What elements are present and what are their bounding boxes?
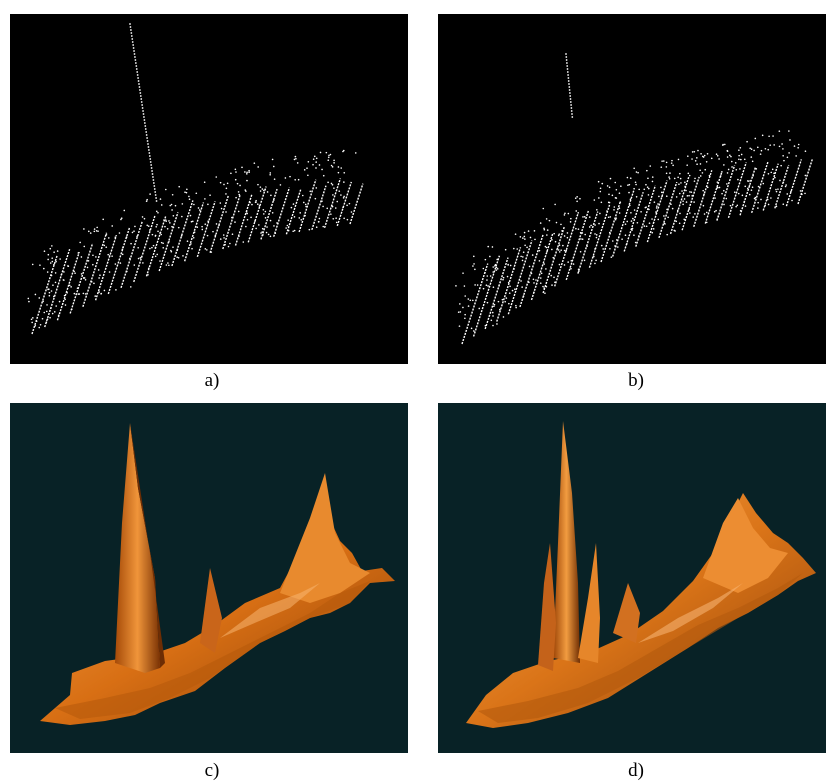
point-cloud-panel-a — [10, 14, 408, 364]
caption-a: a) — [204, 370, 220, 391]
caption-d: d) — [628, 760, 644, 781]
surface-minor-peak — [613, 583, 640, 643]
surface-mesh-panel-d — [438, 403, 826, 753]
point-cloud-panel-b — [438, 14, 826, 364]
surface-highlight — [638, 583, 743, 643]
caption-c: c) — [204, 760, 220, 781]
scan-lines — [455, 53, 814, 345]
surface-shading — [55, 581, 370, 719]
surface-highlight — [220, 583, 320, 638]
surface-spike — [553, 421, 580, 663]
surface-right-ridge — [703, 498, 788, 593]
surface-spike-tertiary — [578, 543, 600, 663]
point-cloud-image-b — [455, 53, 814, 345]
surface-mesh-image-c — [40, 423, 395, 725]
surface-shading — [478, 573, 803, 723]
point-cloud-image-a — [27, 23, 364, 335]
surface-spike — [115, 423, 160, 673]
surface-spike-side — [130, 423, 165, 668]
surface-minor-peak — [200, 568, 222, 653]
surface-mesh-panel-c — [10, 403, 408, 753]
caption-b: b) — [628, 370, 644, 391]
surface-spike-secondary — [538, 543, 556, 671]
surface-mesh-image-d — [466, 421, 816, 728]
scan-lines — [27, 23, 364, 335]
surface-right-ridge — [280, 473, 370, 603]
surface-base — [466, 493, 816, 728]
